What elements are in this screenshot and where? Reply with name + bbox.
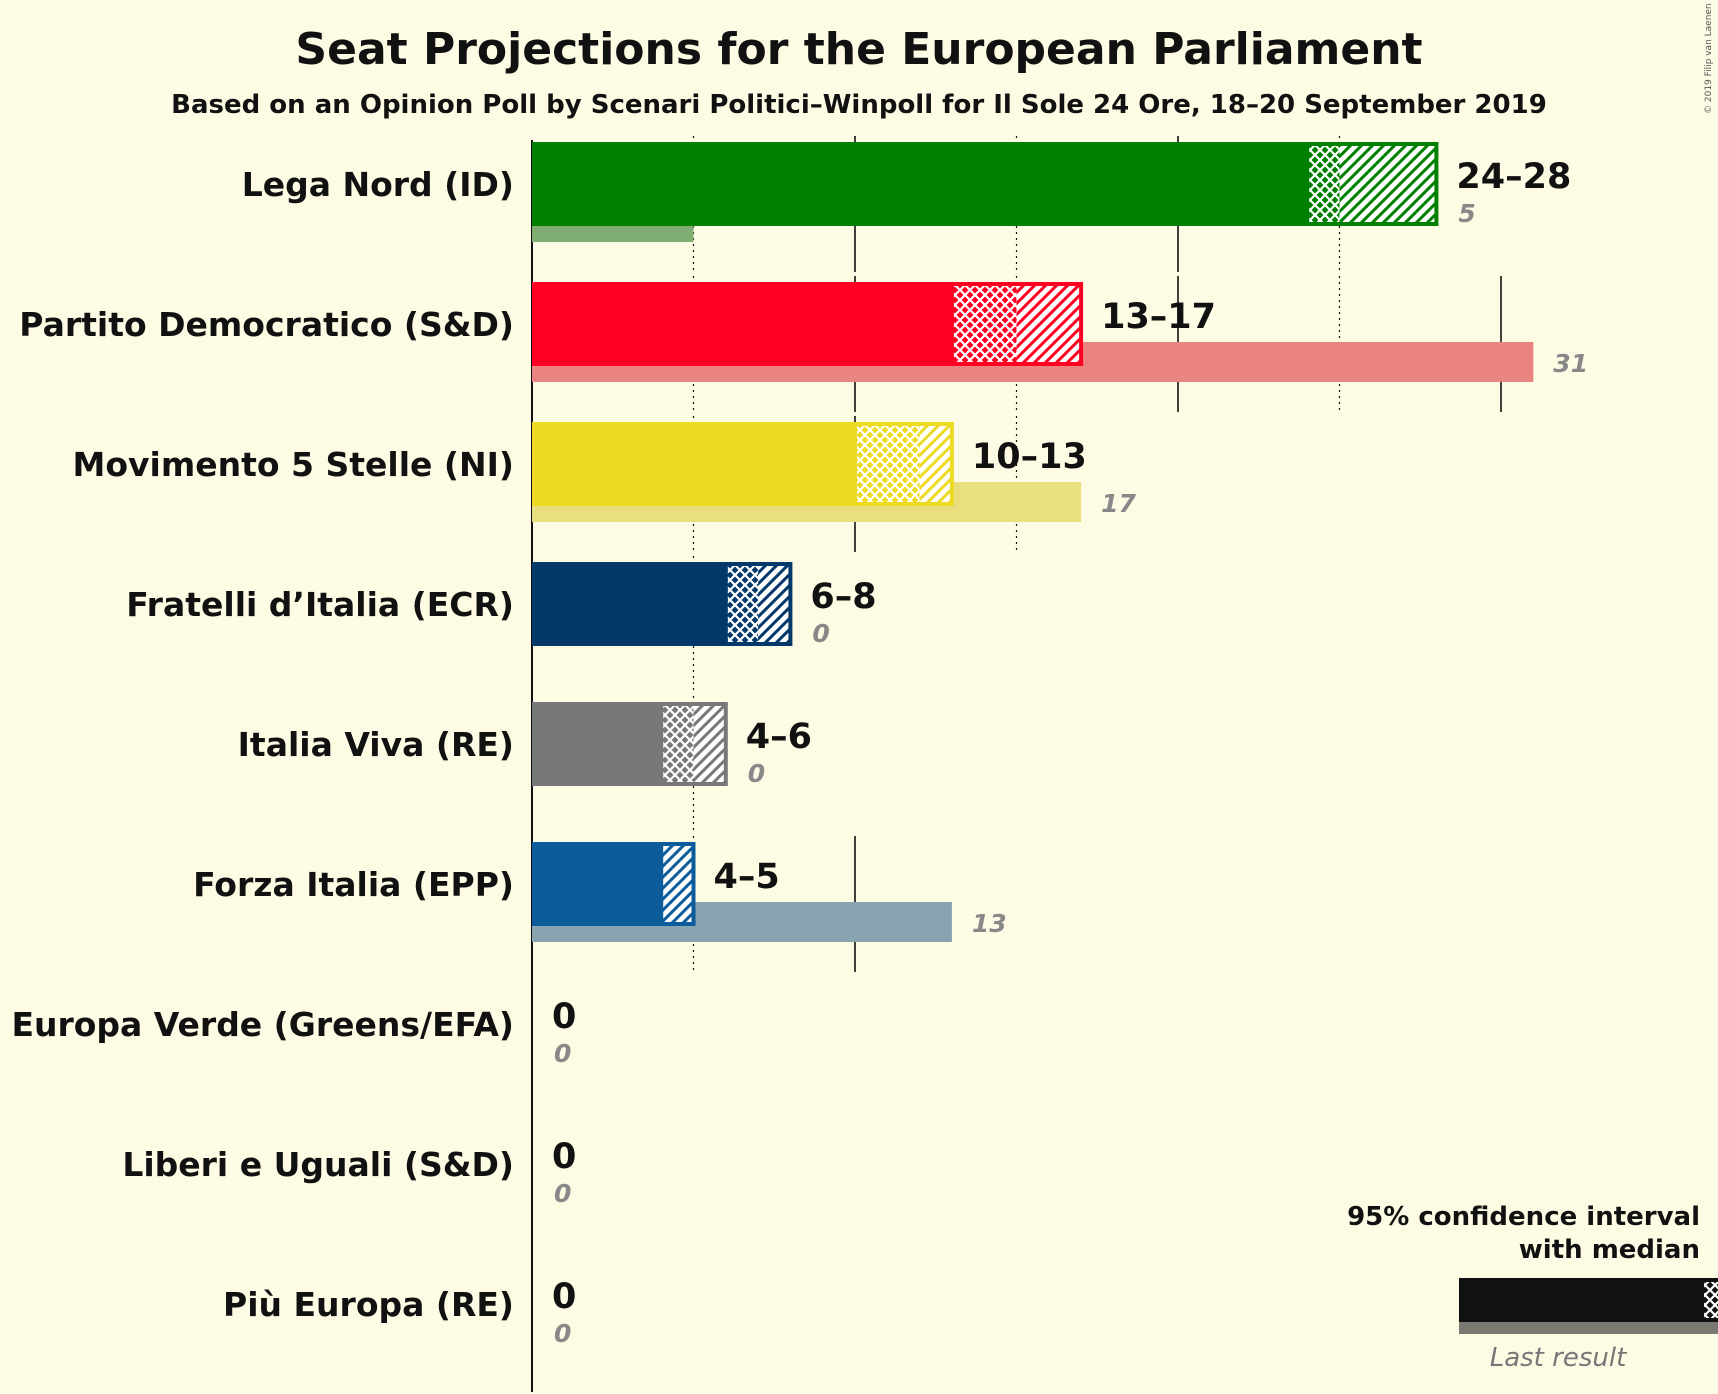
party-label: Lega Nord (ID) [242,165,514,204]
seat-range-label: 0 [552,1137,576,1177]
seat-range-label: 10–13 [972,437,1087,477]
last-result-label: 13 [972,909,1007,938]
ci-outline [723,562,793,646]
last-result-label: 0 [812,619,829,648]
last-result-label: 0 [554,1319,571,1348]
ci-lower-half [725,564,759,644]
ci-upper-half [693,704,726,784]
party-label: Più Europa (RE) [223,1285,514,1324]
party-label: Fratelli d’Italia (ECR) [126,585,514,624]
legend-subtitle: with median [1519,1235,1700,1265]
party-row: Più Europa (RE) 00 [223,1277,576,1348]
party-label: Liberi e Uguali (S&D) [122,1145,514,1184]
legend-ci-outline [1700,1278,1718,1322]
ci-solid-bar [532,702,662,786]
party-row: Europa Verde (Greens/EFA) 00 [11,997,576,1068]
last-result-label: 0 [554,1179,571,1208]
party-label: Movimento 5 Stelle (NI) [73,445,514,484]
party-row: Lega Nord (ID) 24–285 [242,142,1571,242]
seat-range-label: 4–6 [746,717,812,757]
last-result-label: 31 [1553,349,1588,378]
ci-lower-half [951,284,1017,364]
ci-upper-half [661,844,694,924]
party-row: Italia Viva (RE) 4–60 [238,702,812,788]
seat-range-label: 0 [552,1277,576,1317]
seat-range-label: 4–5 [714,857,780,897]
legend-title: 95% confidence interval [1347,1202,1700,1232]
party-row: Fratelli d’Italia (ECR) 6–80 [126,562,877,648]
last-result-label: 0 [554,1039,571,1068]
party-row: Partito Democratico (S&D) 13–17 31 [19,282,1588,382]
party-label: Europa Verde (Greens/EFA) [11,1005,514,1044]
ci-lower-half [1307,144,1340,224]
seat-range-label: 13–17 [1101,297,1216,337]
chart-subtitle: Based on an Opinion Poll by Scenari Poli… [171,90,1547,120]
ci-solid-bar [532,422,855,506]
party-label: Partito Democratico (S&D) [19,305,514,344]
seat-range-label: 24–28 [1456,157,1571,197]
legend-solid-bar [1459,1278,1702,1322]
party-label: Italia Viva (RE) [238,725,514,764]
party-label: Forza Italia (EPP) [193,865,514,904]
ci-outline [659,842,696,926]
ci-lower-half [855,424,920,504]
ci-solid-bar [532,282,952,366]
ci-upper-half [1016,284,1082,364]
legend-ci-lower-half [1702,1280,1718,1320]
ci-upper-half [919,424,952,504]
party-row: Forza Italia (EPP) 4–5 13 [193,842,1007,942]
ci-upper-half [1339,144,1437,224]
ci-lower-half [661,704,694,784]
party-bars: Lega Nord (ID) 24–285 Partito Democratico … [11,142,1588,1348]
last-result-label: 0 [748,759,765,788]
chart-title: Seat Projections for the European Parlia… [295,24,1422,75]
ci-solid-bar [532,142,1308,226]
ci-outline [853,422,954,506]
ci-outline [949,282,1084,366]
party-row: Liberi e Uguali (S&D) 00 [122,1137,576,1208]
copyright-note: © 2019 Filip van Laenen [1704,3,1714,114]
ci-upper-half [758,564,791,644]
legend-last-result-label: Last result [1490,1343,1627,1373]
ci-outline [1305,142,1439,226]
seat-range-label: 6–8 [810,577,876,617]
ci-solid-bar [532,562,726,646]
ci-outline [659,702,728,786]
last-result-label: 17 [1101,489,1136,518]
last-result-label: 5 [1458,199,1475,228]
ci-solid-bar [532,842,662,926]
party-row: Movimento 5 Stelle (NI) 10–13 17 [73,422,1136,522]
seat-range-label: 0 [552,997,576,1037]
